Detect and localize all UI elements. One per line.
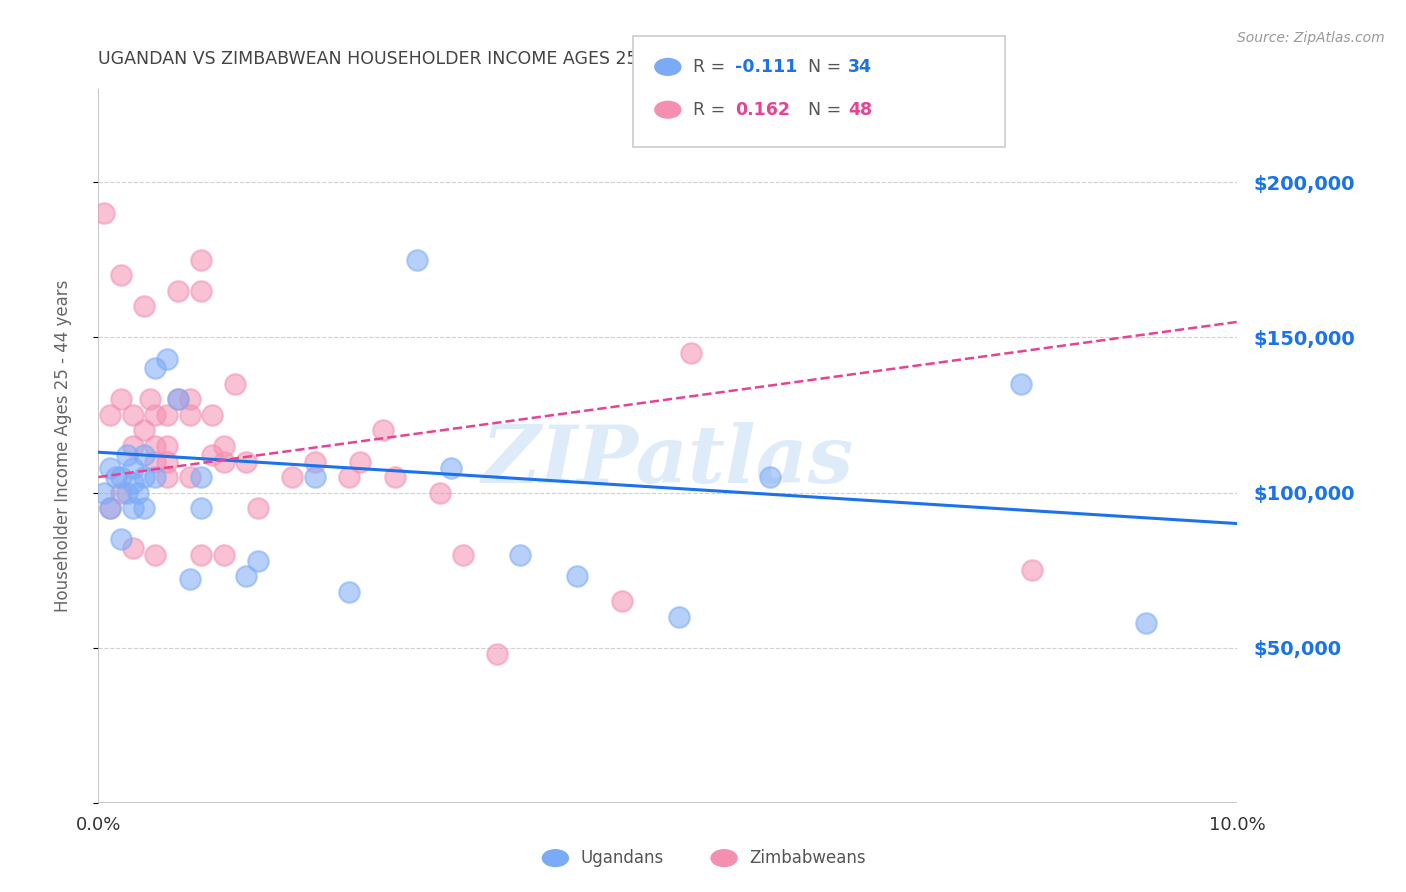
Point — [235, 454, 257, 468]
Point — [201, 408, 224, 422]
Text: 0.162: 0.162 — [735, 101, 790, 119]
Point — [98, 408, 121, 422]
Point — [167, 284, 190, 298]
Point — [246, 554, 269, 568]
Point — [121, 541, 143, 556]
Point — [679, 346, 702, 360]
Text: 34: 34 — [848, 58, 872, 76]
Point — [167, 392, 190, 407]
Point — [104, 470, 127, 484]
Point — [190, 501, 212, 516]
Point — [1021, 563, 1043, 577]
Point — [110, 485, 132, 500]
Text: Zimbabweans: Zimbabweans — [749, 849, 866, 867]
Point — [304, 470, 326, 484]
Point — [156, 454, 179, 468]
Point — [304, 454, 326, 468]
Point — [373, 424, 395, 438]
Point — [110, 532, 132, 546]
Point — [167, 392, 190, 407]
Text: ZIPatlas: ZIPatlas — [482, 422, 853, 499]
Point — [121, 460, 143, 475]
Point — [337, 584, 360, 599]
Text: R =: R = — [693, 101, 731, 119]
Point — [179, 573, 201, 587]
Point — [1135, 615, 1157, 630]
Point — [132, 424, 155, 438]
Point — [509, 548, 531, 562]
Point — [156, 470, 179, 484]
Point — [486, 647, 509, 661]
Point — [190, 470, 212, 484]
Text: N =: N = — [808, 58, 848, 76]
Point — [115, 485, 138, 500]
Point — [132, 299, 155, 313]
Point — [145, 408, 167, 422]
Point — [406, 252, 429, 267]
Point — [668, 609, 690, 624]
Point — [212, 548, 235, 562]
Point — [440, 460, 463, 475]
Point — [235, 569, 257, 583]
Point — [759, 470, 782, 484]
Text: UGANDAN VS ZIMBABWEAN HOUSEHOLDER INCOME AGES 25 - 44 YEARS CORRELATION CHART: UGANDAN VS ZIMBABWEAN HOUSEHOLDER INCOME… — [98, 50, 934, 68]
Point — [451, 548, 474, 562]
Point — [429, 485, 451, 500]
Point — [565, 569, 588, 583]
Point — [201, 448, 224, 462]
Point — [224, 376, 246, 391]
Text: -0.111: -0.111 — [735, 58, 797, 76]
Point — [145, 361, 167, 376]
Point — [115, 448, 138, 462]
Point — [132, 470, 155, 484]
Y-axis label: Householder Income Ages 25 - 44 years: Householder Income Ages 25 - 44 years — [53, 280, 72, 612]
Point — [110, 268, 132, 283]
Point — [212, 439, 235, 453]
Point — [93, 206, 115, 220]
Point — [179, 408, 201, 422]
Point — [121, 439, 143, 453]
Point — [98, 501, 121, 516]
Point — [138, 392, 160, 407]
Text: Ugandans: Ugandans — [581, 849, 664, 867]
Point — [110, 470, 132, 484]
Point — [145, 470, 167, 484]
Point — [190, 284, 212, 298]
Point — [156, 408, 179, 422]
Point — [121, 408, 143, 422]
Text: N =: N = — [808, 101, 848, 119]
Point — [110, 392, 132, 407]
Point — [145, 439, 167, 453]
Point — [121, 501, 143, 516]
Point — [179, 392, 201, 407]
Point — [190, 252, 212, 267]
Point — [179, 470, 201, 484]
Text: 48: 48 — [848, 101, 872, 119]
Point — [190, 548, 212, 562]
Point — [145, 454, 167, 468]
Point — [212, 454, 235, 468]
Point — [156, 352, 179, 367]
Point — [145, 548, 167, 562]
Point — [349, 454, 371, 468]
Point — [93, 485, 115, 500]
Point — [98, 501, 121, 516]
Text: R =: R = — [693, 58, 731, 76]
Point — [337, 470, 360, 484]
Point — [612, 594, 634, 608]
Point — [127, 485, 149, 500]
Point — [132, 448, 155, 462]
Point — [132, 501, 155, 516]
Point — [98, 460, 121, 475]
Text: Source: ZipAtlas.com: Source: ZipAtlas.com — [1237, 31, 1385, 45]
Point — [121, 476, 143, 491]
Point — [384, 470, 406, 484]
Point — [246, 501, 269, 516]
Point — [156, 439, 179, 453]
Point — [1010, 376, 1032, 391]
Point — [281, 470, 304, 484]
